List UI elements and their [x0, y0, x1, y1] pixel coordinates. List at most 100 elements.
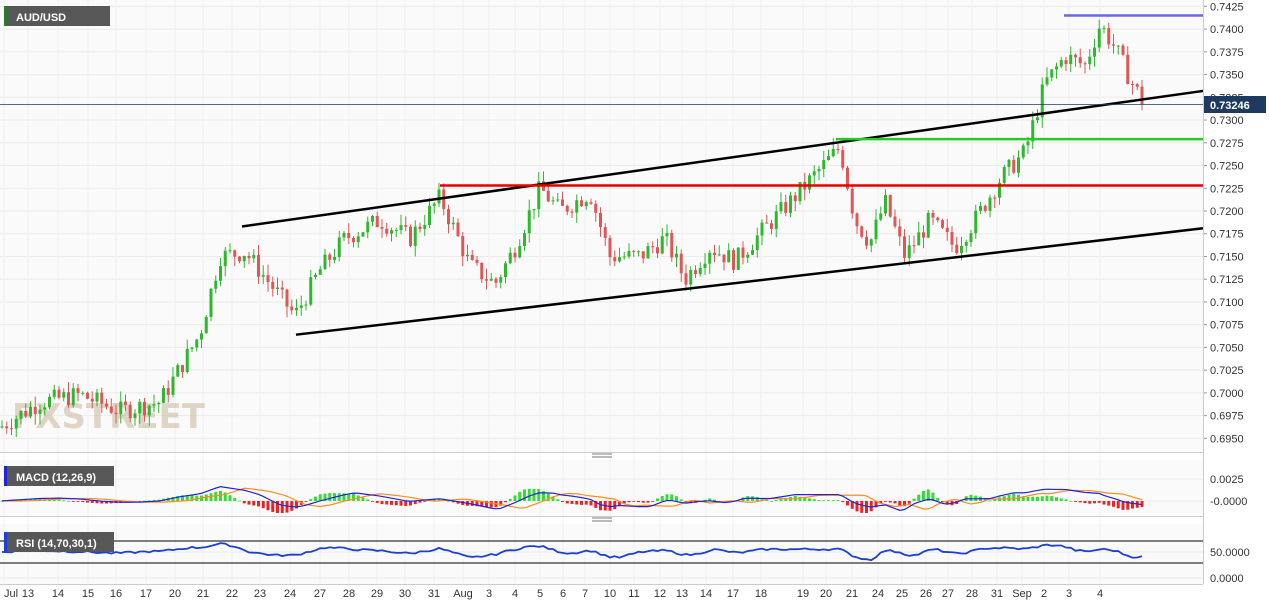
macd-histogram-bar [371, 501, 374, 502]
macd-histogram-bar [499, 501, 503, 506]
candle-body [983, 205, 987, 211]
rsi-legend[interactable]: RSI (14,70,30,1) [4, 532, 114, 552]
macd-histogram-bar [713, 499, 716, 501]
macd-histogram-bar [86, 501, 89, 503]
candle-body [356, 236, 360, 243]
candle-body [62, 392, 66, 398]
macd-series [0, 486, 1144, 513]
candle-body [114, 412, 118, 415]
y-tick-label: 0.7075 [1210, 320, 1244, 332]
symbol-legend[interactable]: AUD/USD [4, 6, 110, 26]
candle-body [1021, 145, 1025, 158]
resize-handle-macd[interactable] [592, 453, 612, 458]
macd-histogram-bar [618, 501, 621, 506]
macd-histogram-bar [57, 499, 61, 501]
macd-histogram-bar [214, 491, 218, 501]
grid-lines [0, 0, 1203, 584]
candle-body [537, 181, 541, 210]
macd-histogram-bar [480, 501, 484, 507]
candle-body [138, 401, 142, 414]
candle-body [1112, 44, 1115, 46]
candle-body [1088, 56, 1092, 65]
macd-histogram-bar [755, 497, 759, 501]
resize-handle-rsi[interactable] [592, 517, 612, 522]
x-tick-label: 24 [872, 588, 884, 600]
macd-histogram-bar [945, 501, 949, 505]
macd-histogram-bar [228, 495, 232, 501]
macd-histogram-bar [936, 497, 940, 501]
macd-histogram-bar [1007, 495, 1011, 501]
macd-histogram-bar [470, 501, 474, 506]
candle-body [793, 195, 797, 202]
candle-body [979, 205, 982, 211]
macd-histogram-bar [846, 501, 849, 506]
x-tick-label: 3 [486, 588, 492, 600]
y-tick-label: 0.6975 [1210, 411, 1244, 423]
candle-body [1140, 86, 1144, 105]
macd-histogram-bar [684, 501, 688, 503]
candle-body [603, 227, 607, 238]
candle-body [86, 392, 89, 399]
candle-body [423, 224, 427, 230]
macd-histogram-bar [437, 498, 441, 501]
candle-body [941, 220, 944, 228]
macd-histogram-bar [432, 498, 436, 501]
candle-body [29, 406, 32, 417]
candle-body [371, 215, 374, 222]
macd-histogram-bar [874, 501, 878, 508]
candle-body [570, 211, 574, 213]
macd-histogram-bar [1031, 496, 1035, 501]
candle-body [109, 406, 113, 413]
macd-histogram-bar [413, 501, 417, 505]
x-tick-label: 5 [537, 588, 543, 600]
macd-histogram-bar [204, 494, 208, 501]
current-price-tag: 0.73246 [1204, 96, 1266, 113]
candle-body [736, 247, 740, 270]
candle-body [765, 222, 769, 224]
candle-body [309, 277, 313, 305]
candle-body [836, 148, 840, 151]
candle-body [432, 203, 436, 206]
candle-body [1012, 159, 1016, 173]
candle-body [171, 376, 175, 395]
candle-body [67, 392, 70, 406]
candle-body [513, 252, 517, 258]
candle-body [822, 160, 826, 170]
trend-drawings[interactable] [241, 14, 1204, 336]
x-tick-label: Aug [453, 588, 473, 600]
candle-body [575, 200, 579, 213]
macd-histogram-bar [62, 500, 66, 502]
y-tick-label: 0.7050 [1210, 342, 1244, 354]
candle-body [850, 188, 854, 214]
candle-body [475, 259, 479, 263]
macd-legend[interactable]: MACD (12,26,9) [4, 466, 114, 486]
macd-histogram-bar [551, 496, 555, 501]
x-tick-label: 3 [1066, 588, 1072, 600]
macd-histogram-bar [233, 497, 237, 501]
candle-body [385, 228, 389, 234]
macd-histogram-bar [1121, 501, 1125, 510]
candle-body [81, 392, 85, 394]
macd-histogram-bar [798, 496, 802, 501]
candle-body [276, 287, 279, 289]
y-tick-label: 0.7250 [1210, 161, 1244, 173]
macd-line [1, 486, 1143, 511]
candle-body [447, 209, 450, 225]
candle-body [223, 250, 227, 267]
candle-body [741, 247, 745, 258]
macd-histogram-bar [247, 501, 251, 505]
candle-body [561, 199, 564, 206]
macd-histogram-bar [181, 495, 184, 501]
candle-body [147, 405, 151, 416]
macd-histogram-bar [779, 498, 783, 501]
candle-body [931, 212, 935, 218]
macd-histogram-bar [708, 498, 712, 501]
candle-body [755, 235, 759, 251]
macd-histogram-bar [252, 501, 256, 506]
candle-body [964, 241, 968, 246]
candle-body [508, 252, 512, 264]
candle-body [119, 401, 123, 415]
candle-body [922, 232, 925, 238]
